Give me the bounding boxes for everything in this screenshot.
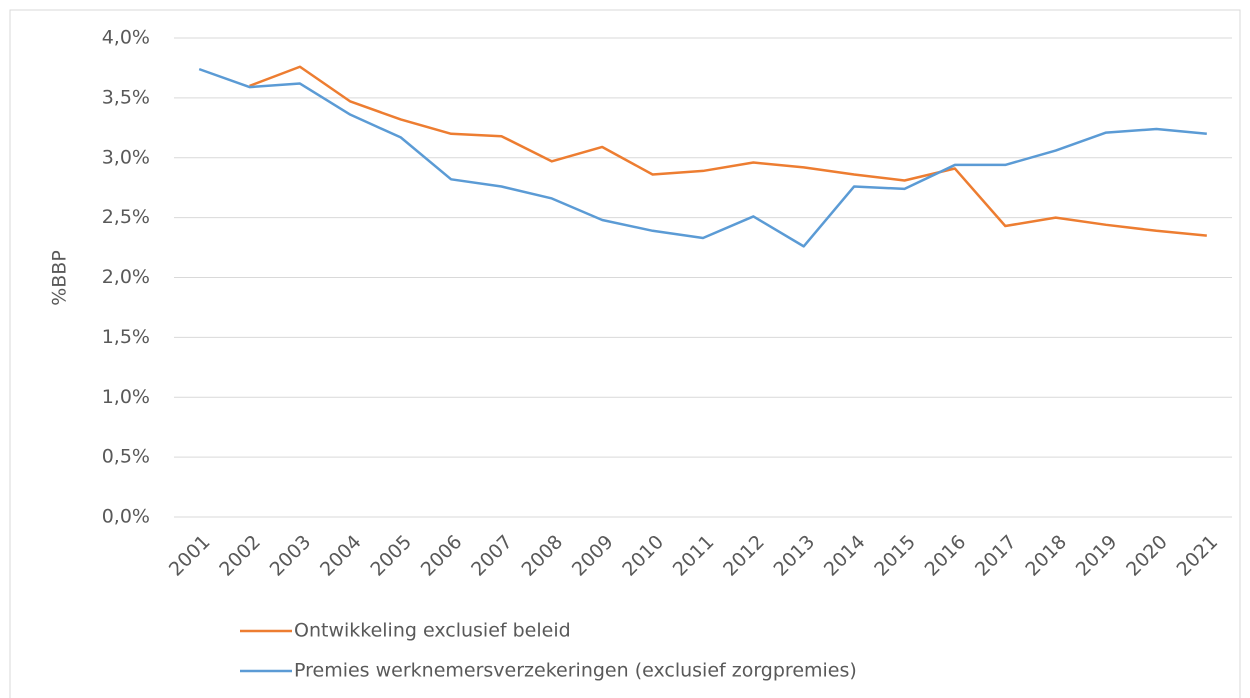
y-tick-label: 3,0% [102, 146, 150, 168]
x-tick-label: 2008 [518, 531, 568, 581]
x-tick-label: 2019 [1072, 531, 1122, 581]
x-tick-label: 2005 [366, 531, 416, 581]
y-tick-label: 2,5% [102, 206, 150, 228]
x-tick-label: 2004 [316, 531, 366, 581]
y-tick-label: 3,5% [102, 86, 150, 108]
x-tick-label: 2018 [1021, 531, 1071, 581]
y-tick-label: 4,0% [102, 27, 150, 49]
x-tick-label: 2009 [568, 531, 618, 581]
series-line [198, 67, 1207, 248]
x-tick-label: 2010 [618, 531, 668, 581]
x-tick-label: 2006 [417, 531, 467, 581]
x-tick-label: 2001 [165, 531, 215, 581]
x-tick-label: 2015 [870, 531, 920, 581]
x-tick-label: 2012 [719, 531, 769, 581]
x-tick-label: 2011 [669, 531, 719, 581]
y-tick-label: 1,0% [102, 386, 150, 408]
x-tick-label: 2017 [971, 531, 1021, 581]
x-tick-label: 2002 [215, 531, 265, 581]
x-tick-label: 2003 [266, 531, 316, 581]
x-tick-label: 2021 [1172, 531, 1222, 581]
y-tick-label: 0,5% [102, 446, 150, 468]
legend-label: Premies werknemersverzekeringen (exclusi… [294, 660, 857, 682]
y-tick-label: 1,5% [102, 326, 150, 348]
series-line [249, 65, 1207, 237]
x-tick-label: 2014 [820, 531, 870, 581]
chart-border [9, 9, 1241, 698]
x-tick-label: 2013 [769, 531, 819, 581]
x-tick-label: 2020 [1122, 531, 1172, 581]
y-tick-label: 2,0% [102, 266, 150, 288]
y-tick-label: 0,0% [102, 506, 150, 528]
legend-label: Ontwikkeling exclusief beleid [294, 620, 571, 642]
x-tick-label: 2016 [921, 531, 971, 581]
x-tick-label: 2007 [467, 531, 517, 581]
y-axis-label: %BBP [49, 250, 71, 306]
